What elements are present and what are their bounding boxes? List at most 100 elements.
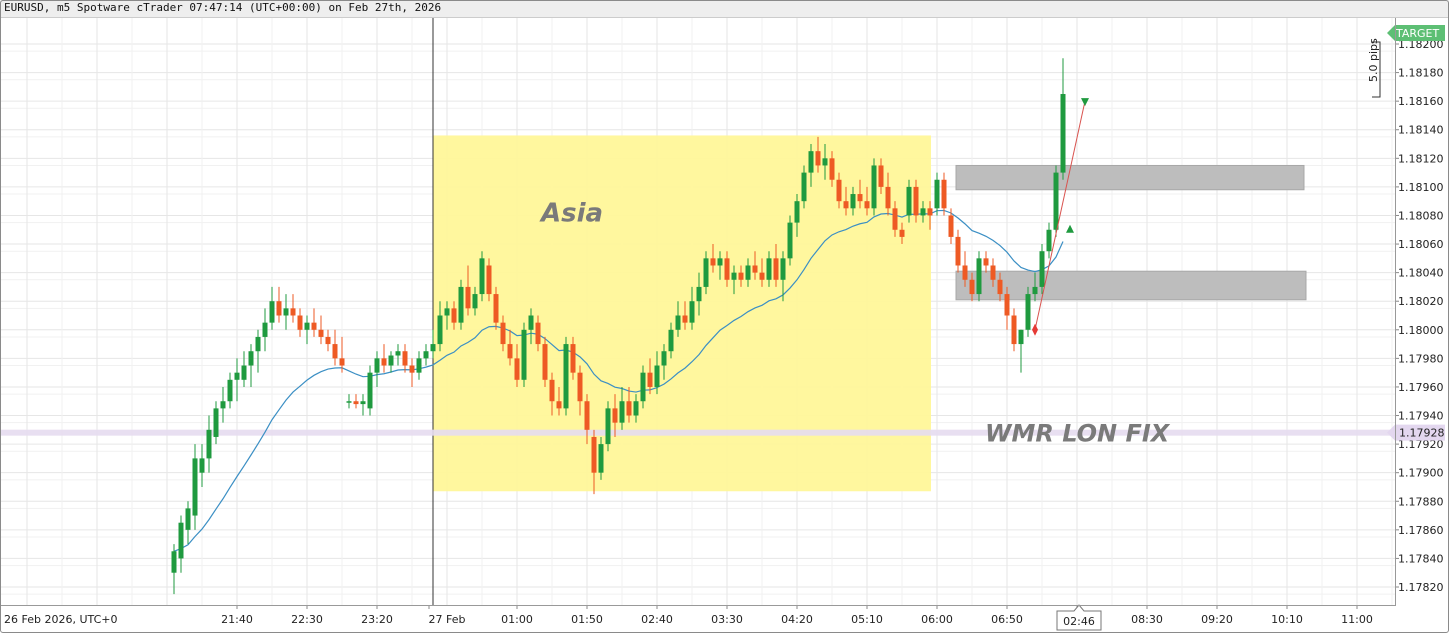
candle (500, 315, 506, 352)
target-tag-label[interactable]: TARGET (1395, 27, 1440, 40)
candle (696, 272, 702, 316)
candle (430, 329, 436, 359)
candle-body (465, 286, 471, 309)
candle (906, 179, 912, 223)
candle (367, 365, 373, 416)
candle-body (822, 158, 828, 166)
candle (374, 351, 380, 387)
candle-body (458, 286, 464, 323)
candle (703, 251, 709, 295)
trade-line (1034, 101, 1086, 330)
y-tick-label: 1.18080 (1398, 209, 1444, 222)
candle-body (689, 301, 695, 323)
candle-body (612, 408, 618, 423)
candle-body (983, 258, 989, 266)
candle (941, 172, 947, 216)
candle-body (864, 201, 870, 209)
x-tick-label: 26 Feb 2026, UTC+0 (4, 613, 117, 626)
x-tick-label: 01:50 (571, 613, 603, 626)
candle-body (213, 408, 219, 437)
candle-body (472, 294, 478, 309)
candle-body (1004, 294, 1010, 316)
chart-overlays (0, 18, 1395, 605)
candle (353, 394, 359, 409)
upper-zone (955, 164, 1305, 191)
x-tick-label: 02:40 (641, 613, 673, 626)
candle-body (521, 329, 527, 380)
candle (584, 394, 590, 445)
candle-body (486, 265, 492, 295)
candle (864, 186, 870, 216)
candle-body (976, 258, 982, 295)
candle-body (906, 186, 912, 216)
candle (507, 329, 513, 366)
candle-body (542, 344, 548, 380)
candle (276, 286, 282, 323)
candle-body (192, 458, 198, 516)
y-tick-label: 1.17940 (1398, 410, 1444, 423)
candle (668, 322, 674, 359)
candle-body (283, 308, 289, 316)
crosshair-time-box[interactable] (1056, 604, 1102, 631)
target-arrow-marker (1081, 98, 1089, 107)
candle (836, 172, 842, 209)
candle-body (759, 272, 765, 280)
candle-body (598, 444, 604, 473)
candle (682, 301, 688, 330)
candle (262, 308, 268, 352)
candle (409, 358, 415, 387)
candle (381, 344, 387, 373)
candle (472, 286, 478, 316)
candle (1032, 272, 1038, 302)
y-tick-label: 1.18000 (1398, 324, 1444, 337)
candle-body (262, 322, 268, 337)
window-title: EURUSD, m5 Spotware cTrader 07:47:14 (UT… (4, 1, 442, 14)
candle (745, 258, 751, 287)
entry-marker (1032, 323, 1038, 336)
candle-body (878, 165, 884, 187)
candle-body (395, 351, 401, 356)
candle (766, 251, 772, 287)
candle (479, 251, 485, 302)
candle-body (444, 308, 450, 316)
crosshair-time-label: 02:46 (1063, 615, 1095, 628)
candle-body (297, 315, 303, 330)
candle-body (276, 301, 282, 316)
candle (570, 336, 576, 380)
price-axis[interactable]: 1.17820 1.17840 1.17860 1.17880 1.17900 1.179… (1387, 25, 1445, 594)
fix-price-tag (1387, 424, 1445, 441)
candle (1060, 58, 1066, 180)
candle-body (325, 336, 331, 345)
candle (563, 336, 569, 416)
candle (857, 179, 863, 209)
y-tick-label: 1.18040 (1398, 267, 1444, 280)
candle-body (619, 401, 625, 423)
candle-body (206, 429, 212, 459)
candle-body (402, 351, 408, 366)
y-tick-label: 1.17860 (1398, 524, 1444, 537)
candle (969, 272, 975, 302)
candle (990, 258, 996, 287)
candle-body (318, 329, 324, 337)
candle-body (647, 372, 653, 387)
candle-body (199, 458, 205, 473)
candle (850, 186, 856, 216)
candle (997, 272, 1003, 302)
target-tag[interactable] (1387, 25, 1445, 41)
candle-body (255, 336, 261, 352)
candle (346, 394, 352, 409)
candle-body (416, 358, 422, 373)
candle (794, 194, 800, 237)
x-tick-label: 08:30 (1131, 613, 1163, 626)
candle (885, 172, 891, 216)
candle-body (591, 436, 597, 473)
candle-body (654, 365, 660, 387)
candle (388, 351, 394, 373)
y-tick-label: 1.17840 (1398, 552, 1444, 565)
time-axis[interactable]: 26 Feb 2026, UTC+0 21:40 22:30 23:20 27 Feb 0… (4, 604, 1373, 631)
candle-body (857, 194, 863, 202)
candle-body (430, 344, 436, 352)
candle (213, 401, 219, 445)
candle-body (185, 508, 191, 530)
